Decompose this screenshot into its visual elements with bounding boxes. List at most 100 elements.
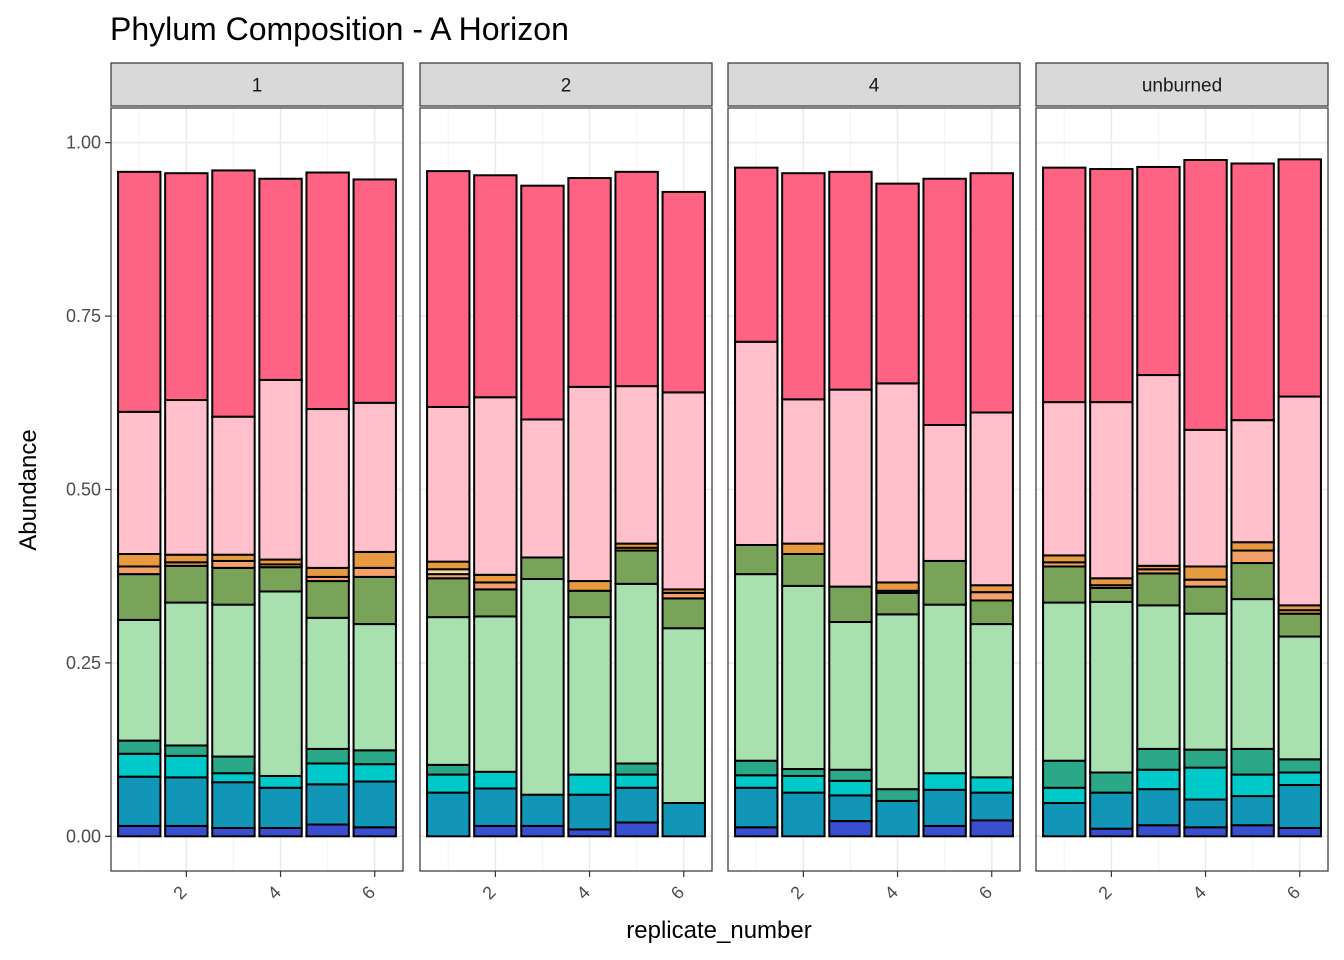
y-tick-label: 0.25 bbox=[66, 653, 101, 673]
bar-segment bbox=[211, 559, 256, 569]
bar-segment bbox=[828, 585, 873, 623]
y-tick-label: 0.75 bbox=[66, 306, 101, 326]
bar-segment bbox=[164, 744, 209, 757]
bar-segment bbox=[426, 791, 471, 838]
bar-segment bbox=[661, 190, 706, 394]
bar-stack-1 bbox=[117, 170, 162, 838]
bar-segment bbox=[117, 565, 162, 576]
bar-segment bbox=[969, 623, 1014, 779]
bar-stack-1 bbox=[426, 170, 471, 838]
bar-stack-3 bbox=[211, 169, 256, 838]
bar-segment bbox=[1230, 541, 1275, 552]
bar-segment bbox=[1089, 771, 1134, 794]
bar-segment bbox=[520, 556, 565, 580]
facet-label: 2 bbox=[561, 76, 572, 97]
bar-segment bbox=[211, 772, 256, 784]
bar-segment bbox=[1089, 168, 1134, 404]
bar-segment bbox=[1042, 401, 1087, 557]
x-tick-label: 6 bbox=[358, 882, 379, 903]
bar-segment bbox=[567, 589, 612, 619]
bar-segment bbox=[1183, 798, 1228, 829]
bar-segment bbox=[1136, 374, 1181, 567]
x-tick-label: 4 bbox=[573, 882, 594, 903]
bar-segment bbox=[426, 773, 471, 794]
bar-segment bbox=[1042, 601, 1087, 762]
bar-segment bbox=[1230, 419, 1275, 544]
bar-segment bbox=[1136, 572, 1181, 607]
x-tick-label: 4 bbox=[1189, 882, 1210, 903]
bar-segment bbox=[117, 553, 162, 568]
bar-segment bbox=[875, 382, 920, 584]
bar-segment bbox=[828, 170, 873, 391]
bar-segment bbox=[1089, 827, 1134, 838]
bar-segment bbox=[258, 826, 303, 838]
x-tick-label: 6 bbox=[1283, 882, 1304, 903]
facet-panel-2: 4 2 4 6 bbox=[727, 62, 1021, 903]
bar-segment bbox=[1230, 773, 1275, 798]
bar-stack-1 bbox=[734, 166, 779, 838]
bar-stack-1 bbox=[1042, 166, 1087, 838]
bar-segment bbox=[117, 573, 162, 621]
bar-segment bbox=[922, 177, 967, 426]
bar-segment bbox=[661, 627, 706, 805]
bar-segment bbox=[614, 773, 659, 789]
y-tick-label: 0.00 bbox=[66, 826, 101, 846]
bar-stack-2 bbox=[781, 172, 826, 838]
bar-segment bbox=[1183, 585, 1228, 615]
bar-segment bbox=[1277, 826, 1322, 838]
bar-segment bbox=[258, 590, 303, 777]
bar-segment bbox=[426, 170, 471, 408]
bar-segment bbox=[1277, 771, 1322, 786]
facet-label: unburned bbox=[1142, 76, 1222, 97]
bar-segment bbox=[352, 178, 397, 404]
bar-segment bbox=[567, 616, 612, 776]
bar-segment bbox=[352, 623, 397, 752]
facet-label: 1 bbox=[252, 76, 263, 97]
bar-segment bbox=[164, 776, 209, 827]
bar-segment bbox=[305, 747, 350, 765]
bar-stack-4 bbox=[567, 177, 612, 838]
bar-segment bbox=[969, 791, 1014, 822]
bar-segment bbox=[1183, 428, 1228, 568]
bar-stack-2 bbox=[164, 172, 209, 838]
bar-segment bbox=[117, 775, 162, 827]
bar-segment bbox=[781, 791, 826, 838]
bar-segment bbox=[922, 772, 967, 791]
bar-segment bbox=[969, 584, 1014, 594]
y-axis-title: Abundance bbox=[15, 429, 42, 550]
bar-segment bbox=[1042, 802, 1087, 838]
bar-segment bbox=[781, 774, 826, 794]
bar-segment bbox=[922, 603, 967, 775]
bar-segment bbox=[164, 824, 209, 838]
bar-segment bbox=[1042, 786, 1087, 805]
bar-stack-5 bbox=[305, 171, 350, 838]
bar-segment bbox=[305, 580, 350, 619]
bar-segment bbox=[305, 823, 350, 838]
bar-segment bbox=[875, 613, 920, 791]
bar-segment bbox=[520, 824, 565, 838]
bar-stack-2 bbox=[1089, 168, 1134, 838]
bar-segment bbox=[117, 170, 162, 413]
bar-segment bbox=[969, 776, 1014, 794]
bar-segment bbox=[426, 763, 471, 776]
bar-segment bbox=[211, 826, 256, 838]
bar-segment bbox=[781, 553, 826, 587]
bar-segment bbox=[567, 580, 612, 592]
bar-segment bbox=[473, 396, 518, 576]
bar-segment bbox=[473, 615, 518, 773]
y-axis: 0.00 0.25 0.50 0.75 1.00 bbox=[66, 133, 111, 846]
bar-segment bbox=[969, 599, 1014, 626]
bar-segment bbox=[426, 560, 471, 571]
bar-segment bbox=[1042, 759, 1087, 789]
bar-segment bbox=[1136, 165, 1181, 377]
x-tick-label: 4 bbox=[881, 882, 902, 903]
bar-segment bbox=[1277, 612, 1322, 638]
bar-segment bbox=[969, 819, 1014, 838]
x-tick-label: 4 bbox=[264, 882, 285, 903]
bar-segment bbox=[828, 768, 873, 782]
bar-segment bbox=[1136, 604, 1181, 750]
bar-segment bbox=[922, 824, 967, 838]
bar-segment bbox=[211, 169, 256, 418]
bar-segment bbox=[734, 759, 779, 777]
